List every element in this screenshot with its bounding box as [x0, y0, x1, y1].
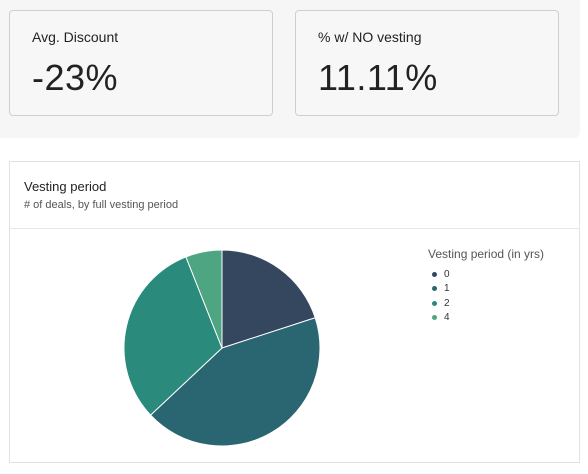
legend-swatch	[432, 286, 437, 292]
chart-legend: Vesting period (in yrs) 0 1 2 4	[428, 247, 544, 325]
pie-slice-4[interactable]	[185, 249, 223, 349]
avg-discount-label: Avg. Discount	[32, 29, 119, 45]
legend-label: 1	[444, 283, 450, 295]
pie-chart	[120, 246, 324, 450]
legend-swatch	[432, 315, 437, 321]
legend-swatch	[432, 271, 437, 277]
pie-svg	[123, 249, 321, 447]
legend-item-2[interactable]: 2	[432, 296, 544, 311]
no-vesting-value: 11.11%	[318, 57, 438, 98]
legend-title: Vesting period (in yrs)	[428, 247, 545, 261]
pie-slice-1[interactable]	[149, 317, 321, 447]
legend-items: 0 1 2 4	[428, 267, 544, 325]
pie-slice-2[interactable]	[123, 256, 223, 416]
vesting-period-chart-card: Vesting period # of deals, by full vesti…	[9, 161, 580, 463]
chart-subtitle: # of deals, by full vesting period	[24, 199, 179, 211]
no-vesting-label: % w/ NO vesting	[318, 29, 422, 45]
legend-label: 2	[444, 297, 450, 309]
legend-item-0[interactable]: 0	[432, 267, 544, 282]
avg-discount-value: -23%	[32, 57, 119, 98]
legend-swatch	[432, 300, 437, 306]
avg-discount-card: Avg. Discount -23%	[9, 10, 273, 116]
chart-title: Vesting period	[24, 179, 107, 194]
legend-label: 0	[444, 268, 450, 280]
chart-header: Vesting period # of deals, by full vesti…	[10, 162, 579, 229]
kpi-section: Avg. Discount -23% % w/ NO vesting 11.11…	[0, 0, 580, 138]
legend-item-1[interactable]: 1	[432, 282, 544, 297]
no-vesting-card: % w/ NO vesting 11.11%	[295, 10, 559, 116]
legend-label: 4	[444, 312, 450, 324]
pie-slice-0[interactable]	[221, 249, 316, 349]
legend-item-4[interactable]: 4	[432, 311, 544, 326]
